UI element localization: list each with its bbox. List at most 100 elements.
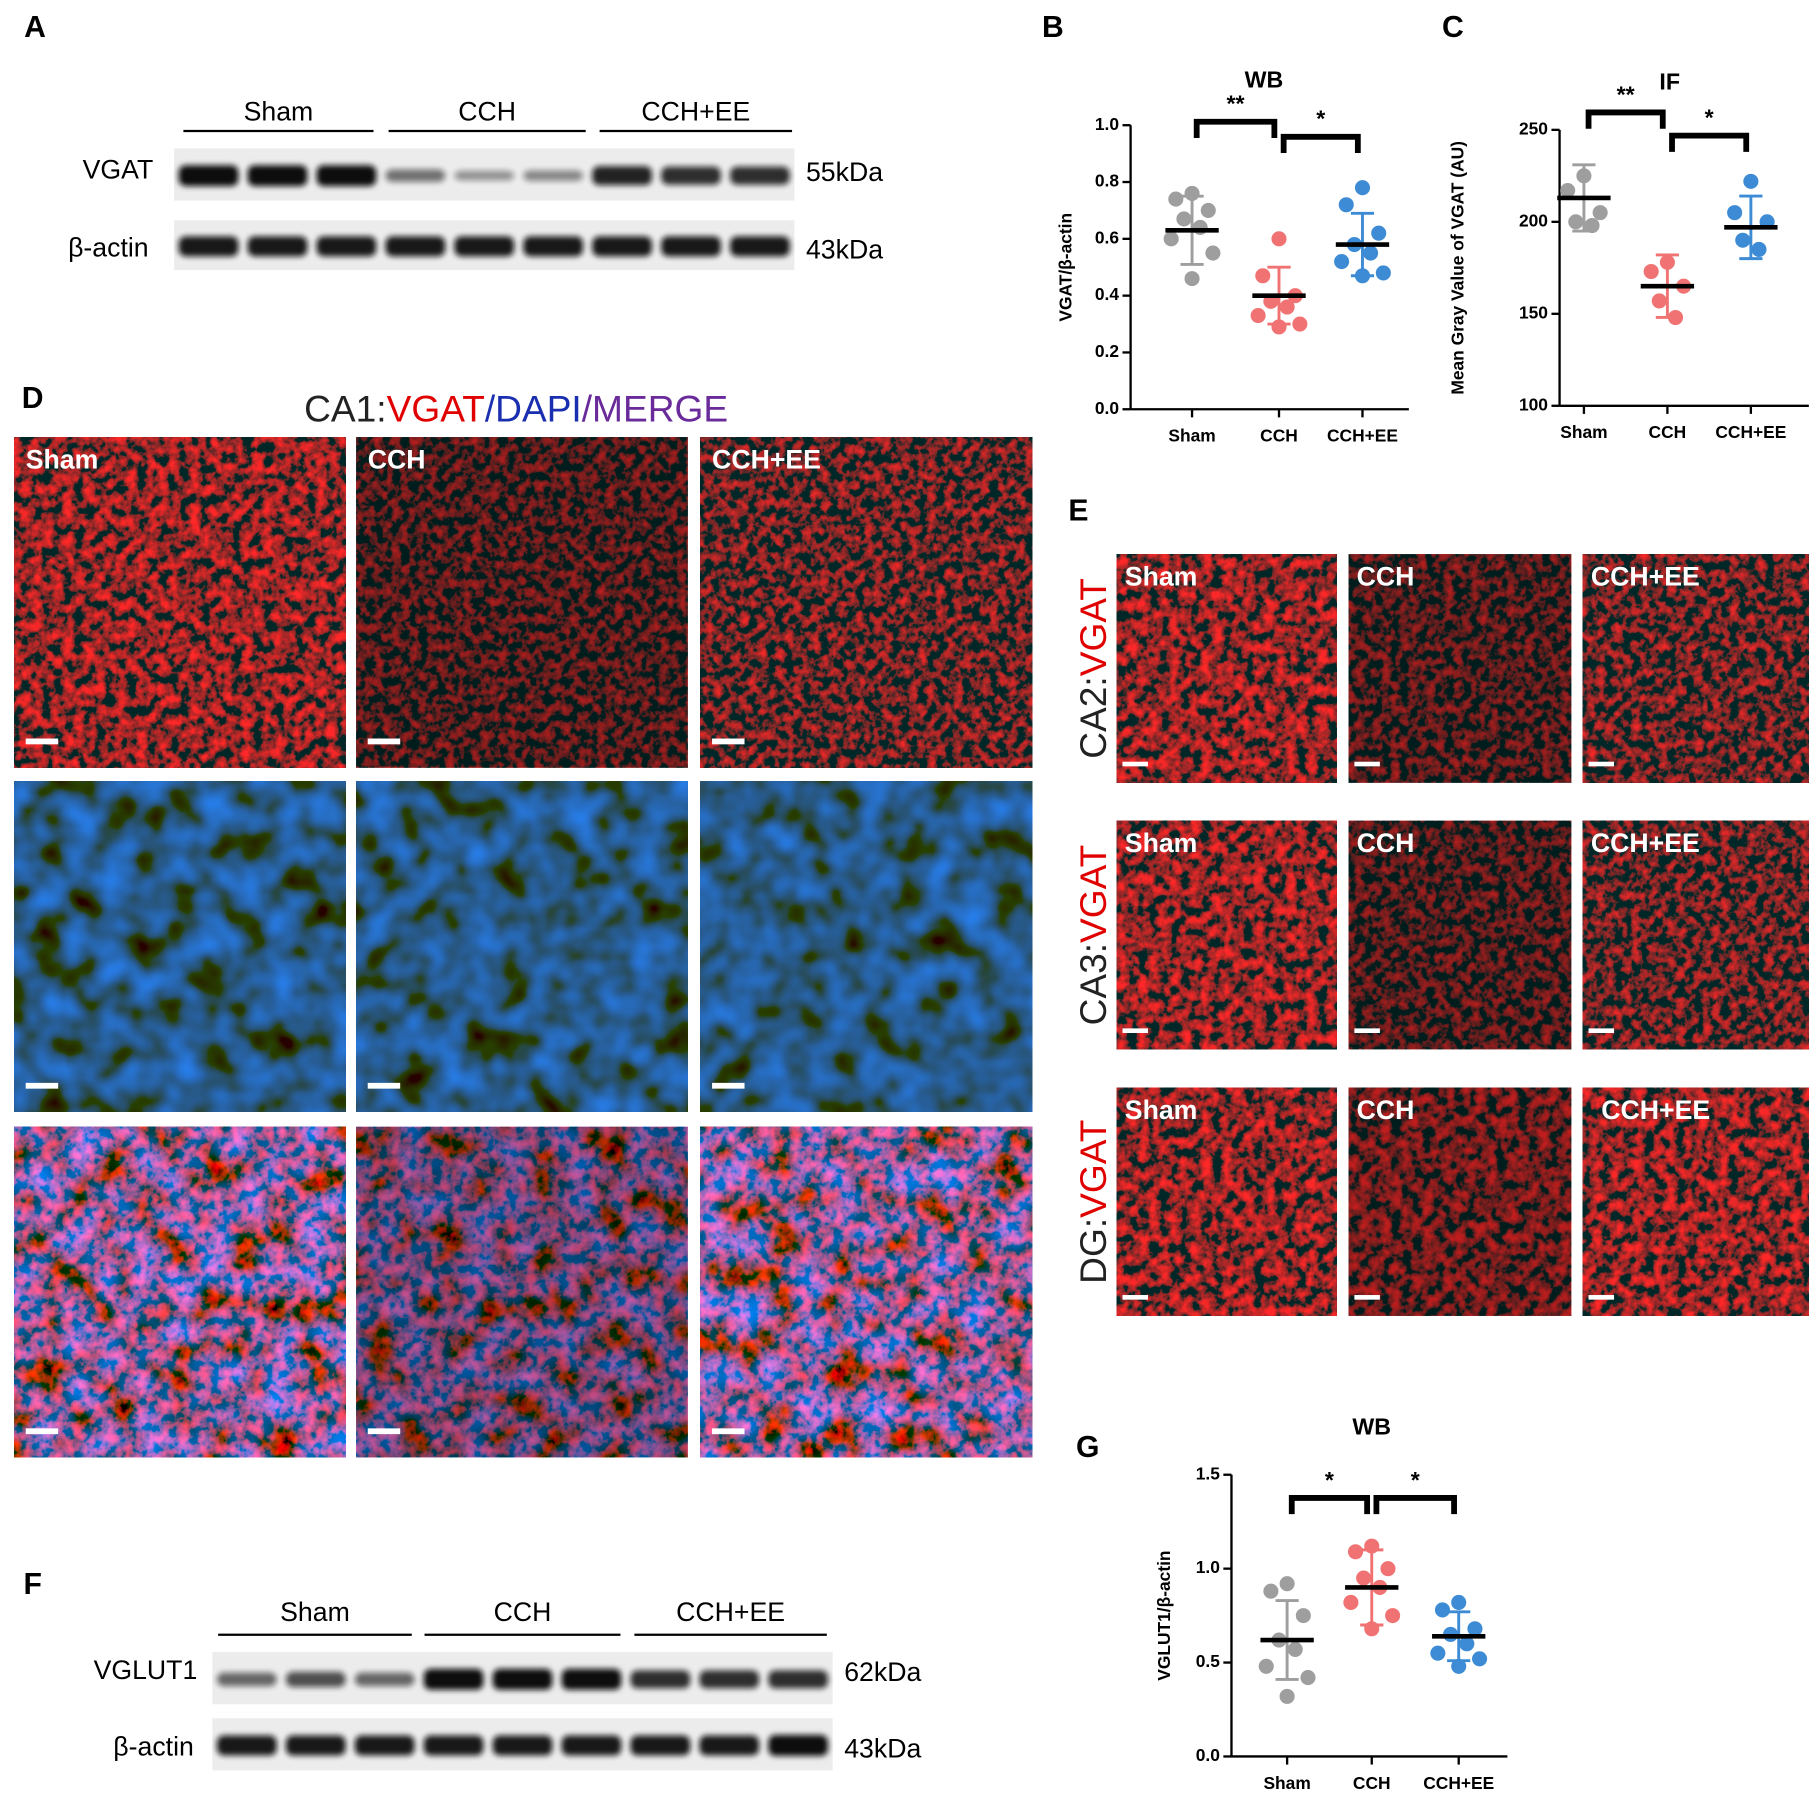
- blot-band: [661, 236, 721, 257]
- blot-band: [385, 236, 446, 257]
- row-label: β-actin: [68, 232, 149, 262]
- micrograph: [1348, 554, 1572, 783]
- micrograph: [1582, 1087, 1809, 1316]
- blot-band: [285, 1671, 346, 1688]
- image-column-label: CCH+EE: [1591, 828, 1700, 858]
- image-title-part: CA1:: [304, 387, 386, 429]
- image-column-label: CCH+EE: [1601, 1095, 1710, 1125]
- micrograph: [1582, 820, 1809, 1050]
- image-column-label: Sham: [1125, 828, 1198, 858]
- x-tick-label: Sham: [1263, 1773, 1310, 1793]
- scale-bar: [712, 738, 745, 745]
- region: DG:: [1072, 1218, 1114, 1284]
- data-point: [1472, 1651, 1488, 1667]
- data-point: [1363, 245, 1379, 261]
- scale-bar: [25, 1428, 59, 1435]
- data-point: [1371, 225, 1387, 241]
- panel-label: C: [1442, 11, 1464, 44]
- y-tick-label: 200: [1519, 210, 1548, 230]
- region: CA3:: [1072, 943, 1114, 1025]
- y-tick-label: 100: [1519, 394, 1548, 414]
- y-tick-label: 0.4: [1095, 284, 1119, 304]
- y-axis-label: VGAT/β-actin: [1055, 213, 1075, 322]
- y-axis-label: VGLUT1/β-actin: [1154, 1550, 1174, 1680]
- scale-bar: [1588, 1295, 1615, 1300]
- blot-band: [454, 236, 515, 257]
- blot-band: [523, 170, 583, 181]
- y-tick-label: 0.5: [1196, 1651, 1220, 1671]
- data-point: [1735, 232, 1751, 248]
- scale-bar: [712, 1428, 745, 1435]
- data-point: [1347, 1544, 1364, 1560]
- panel-label: D: [22, 382, 44, 415]
- size-label: 62kDa: [844, 1657, 921, 1687]
- data-point: [1584, 217, 1600, 234]
- scale-bar: [1588, 1028, 1615, 1034]
- data-point: [1300, 1670, 1316, 1686]
- blot-band: [730, 166, 790, 185]
- blot-band: [699, 1670, 760, 1689]
- panel-label: A: [24, 11, 46, 44]
- image-title: CA1:VGAT/DAPI/MERGE: [304, 387, 728, 429]
- data-point: [1343, 1594, 1359, 1610]
- data-point: [1430, 1645, 1446, 1661]
- scale-bar: [367, 738, 401, 745]
- row-label: VGLUT1: [94, 1655, 198, 1685]
- x-tick-label: CCH+EE: [1327, 426, 1398, 446]
- data-point: [1271, 231, 1287, 247]
- blot-band: [423, 1735, 484, 1756]
- significance-label: **: [1617, 81, 1635, 107]
- image-row-label: DG:VGAT: [1072, 1120, 1114, 1284]
- data-point: [1176, 211, 1192, 227]
- scale-bar: [1588, 761, 1615, 767]
- blot-band: [354, 1672, 415, 1687]
- significance-label: **: [1227, 91, 1245, 117]
- data-point: [1385, 1608, 1401, 1624]
- scale-bar: [1354, 1028, 1380, 1034]
- micrograph: [14, 781, 346, 1112]
- image-column-label: CCH: [368, 444, 426, 474]
- data-point: [1338, 197, 1354, 213]
- micrograph: [700, 437, 1033, 768]
- y-axis-label: Mean Gray Value of VGAT (AU): [1447, 141, 1467, 395]
- data-point: [1250, 307, 1266, 324]
- significance-label: *: [1325, 1467, 1334, 1493]
- significance-bracket: [1193, 118, 1278, 138]
- group-label: CCH: [494, 1597, 552, 1627]
- data-point: [1751, 241, 1767, 257]
- image-column-label: CCH: [1357, 828, 1415, 858]
- data-point: [1168, 191, 1184, 207]
- scale-bar: [1354, 1295, 1380, 1300]
- micrograph: [1116, 1087, 1337, 1316]
- image-column-label: Sham: [26, 444, 99, 474]
- micrograph: [356, 781, 688, 1112]
- blot-band: [354, 1735, 415, 1756]
- micrograph: [14, 437, 346, 768]
- significance-label: *: [1705, 105, 1714, 131]
- x-tick-label: CCH+EE: [1423, 1773, 1494, 1793]
- chart-title: WB: [1352, 1413, 1391, 1439]
- panel-label: G: [1076, 1431, 1099, 1464]
- data-point: [1434, 1602, 1451, 1618]
- significance-label: *: [1316, 106, 1325, 132]
- blot-band: [178, 236, 239, 257]
- y-tick-label: 0.0: [1095, 398, 1119, 418]
- blot-band: [523, 236, 583, 257]
- image-row-label: CA3:VGAT: [1072, 845, 1114, 1026]
- blot-band: [247, 236, 308, 257]
- significance-bracket: [1288, 1495, 1371, 1515]
- x-tick-label: Sham: [1168, 426, 1215, 446]
- data-point: [1651, 293, 1667, 309]
- x-tick-label: CCH: [1260, 426, 1298, 446]
- scale-bar: [25, 738, 59, 745]
- scale-bar: [1122, 1028, 1148, 1034]
- data-point: [1184, 271, 1200, 287]
- data-point: [1279, 299, 1295, 315]
- y-tick-label: 250: [1519, 118, 1548, 138]
- row-label: β-actin: [113, 1731, 194, 1761]
- y-tick-label: 1.5: [1196, 1463, 1220, 1483]
- data-point: [1451, 1594, 1467, 1610]
- image-title-part: /DAPI: [485, 387, 582, 429]
